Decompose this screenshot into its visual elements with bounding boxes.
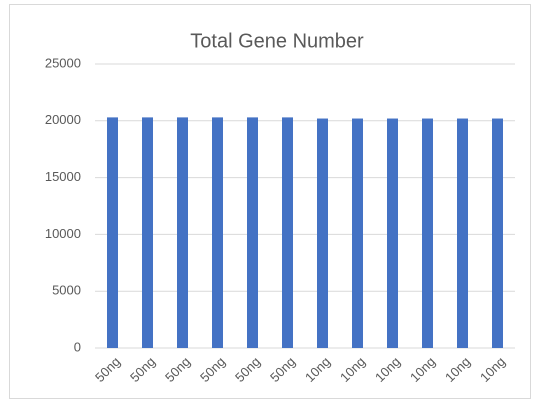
bar — [282, 117, 293, 348]
y-tick-label: 0 — [74, 339, 81, 354]
y-tick-label: 5000 — [52, 283, 81, 298]
chart-border — [9, 4, 531, 399]
bar — [457, 118, 468, 348]
bar — [492, 118, 503, 348]
bar — [387, 118, 398, 348]
bar — [107, 117, 118, 348]
bar — [317, 118, 328, 348]
y-tick-label: 20000 — [45, 112, 81, 127]
chart-title: Total Gene Number — [190, 30, 364, 52]
bar — [212, 117, 223, 348]
bar — [422, 118, 433, 348]
y-tick-label: 15000 — [45, 169, 81, 184]
bar — [352, 118, 363, 348]
bar — [247, 117, 258, 348]
y-tick-label: 25000 — [45, 55, 81, 70]
bar — [142, 117, 153, 348]
y-tick-label: 10000 — [45, 226, 81, 241]
bar — [177, 117, 188, 348]
